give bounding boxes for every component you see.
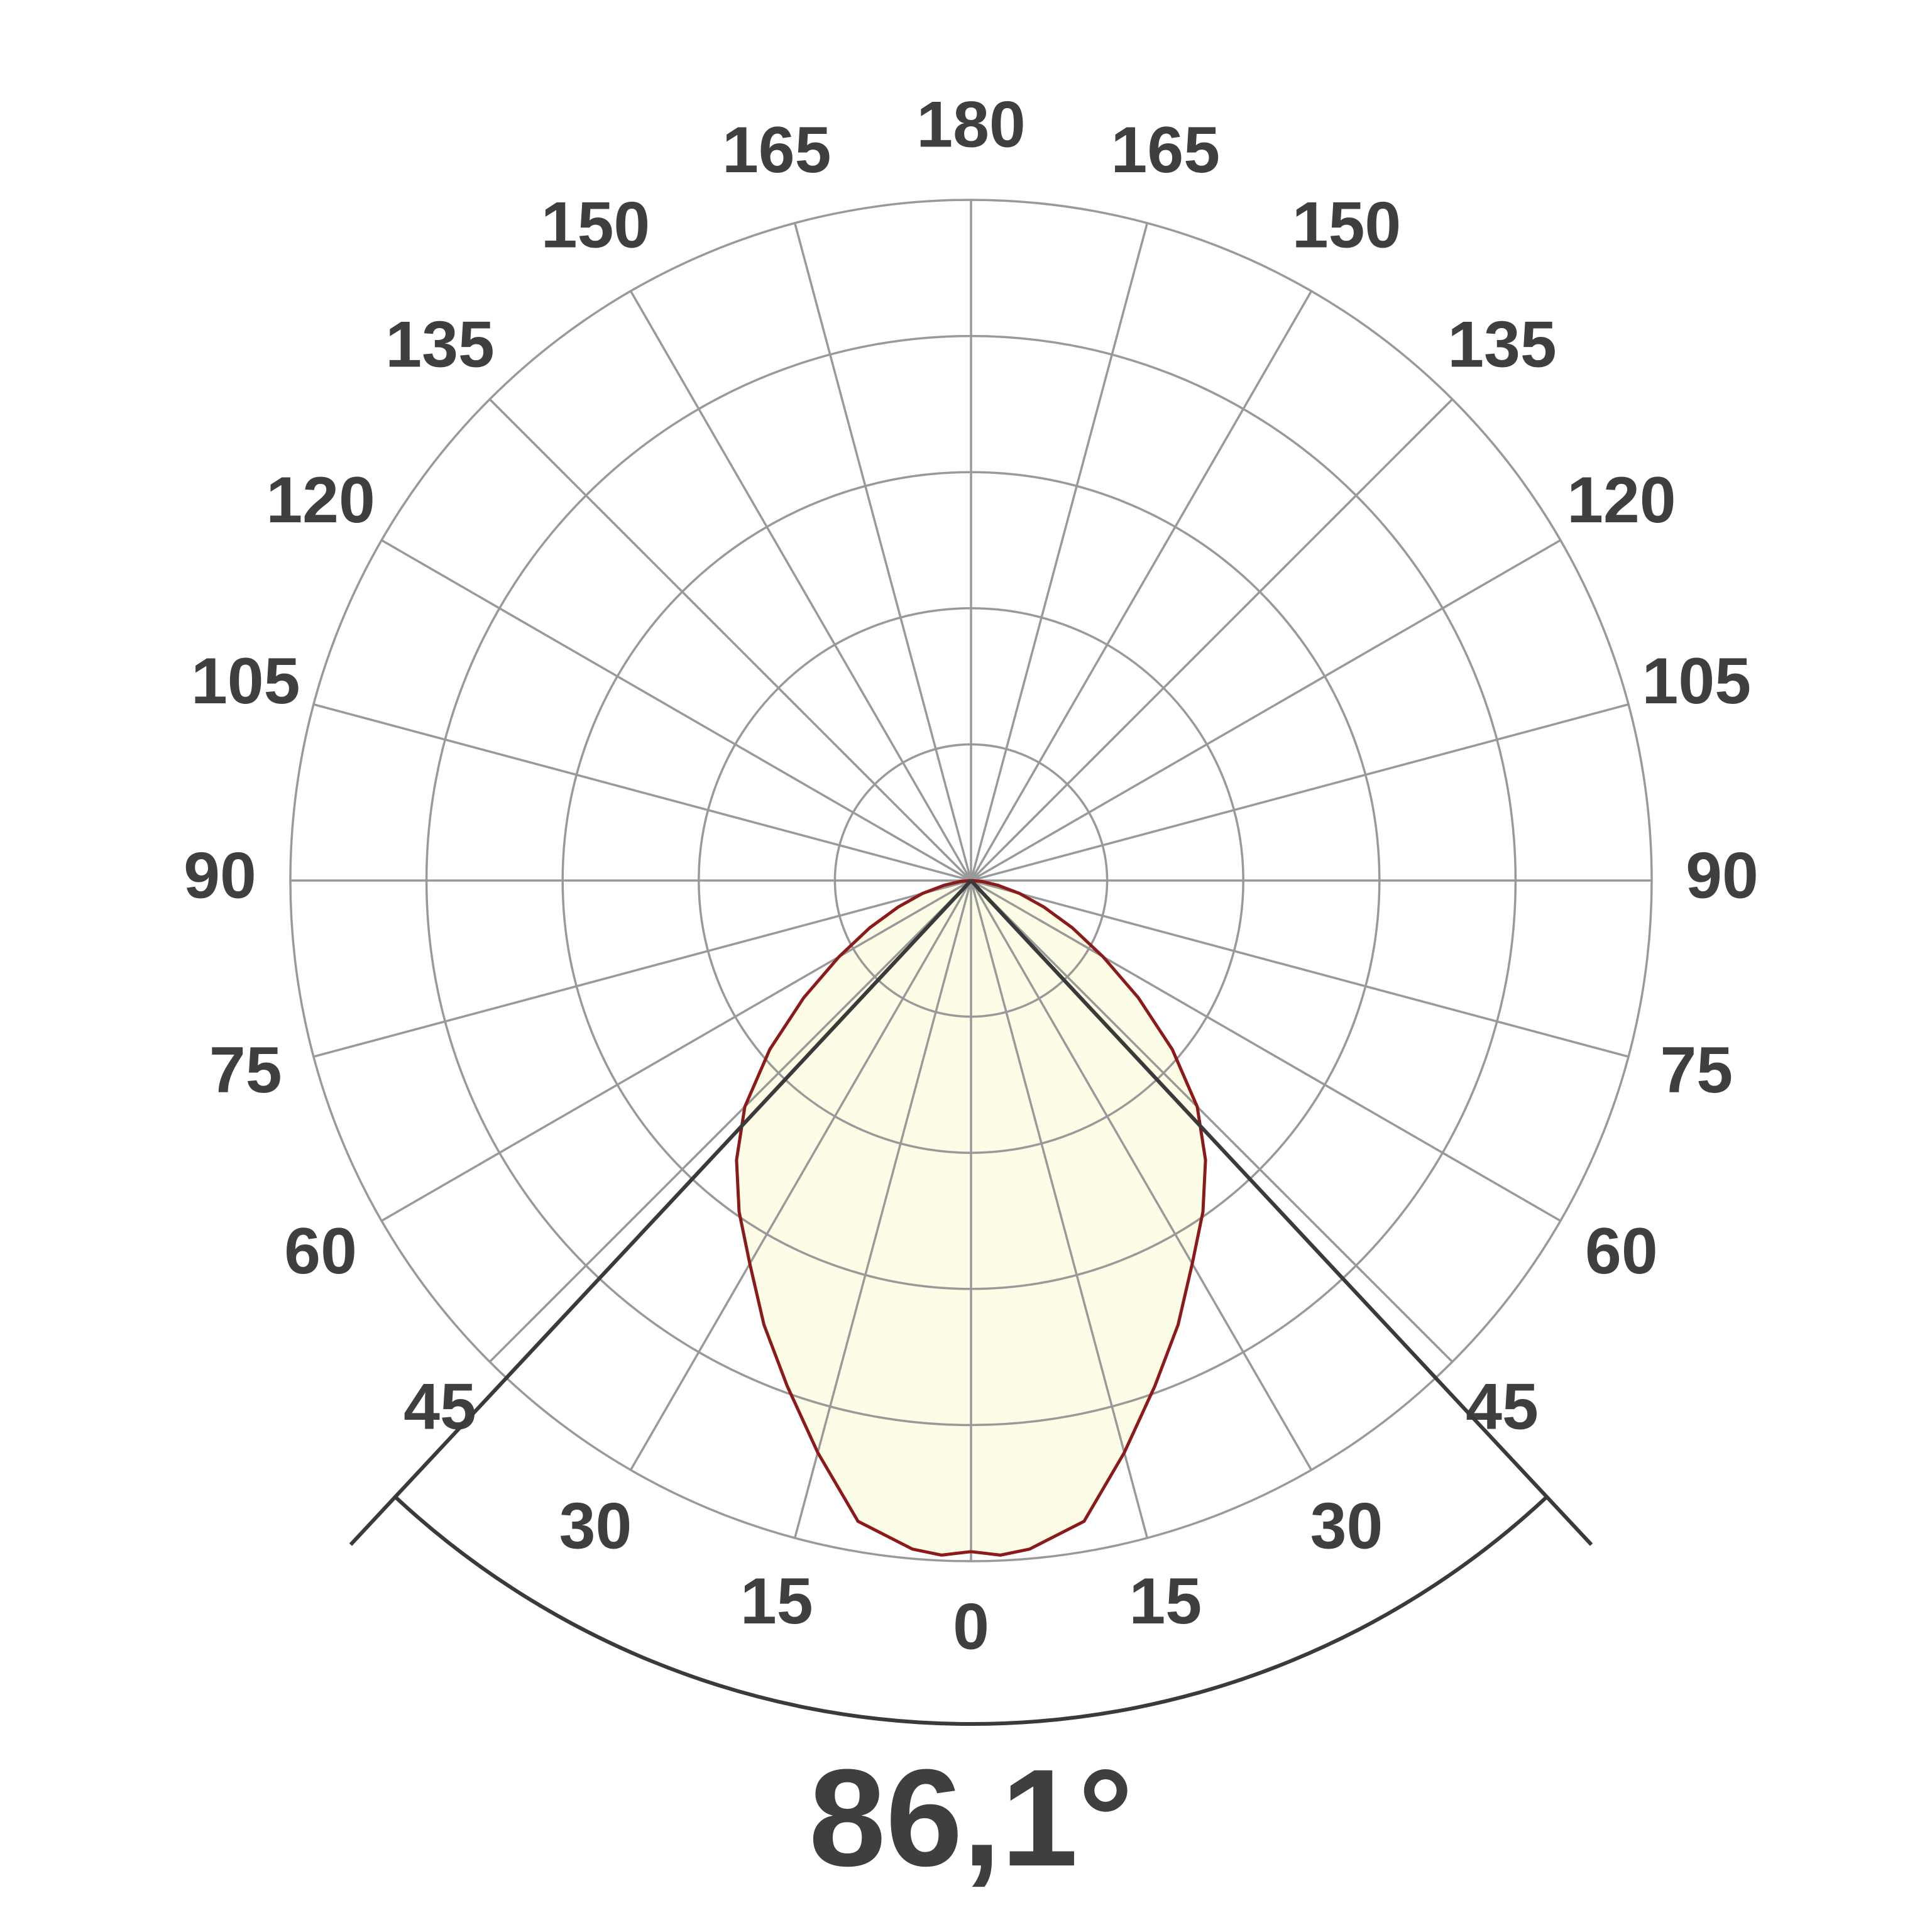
angle-label: 180 bbox=[916, 88, 1026, 161]
beam-line bbox=[969, 879, 1593, 1546]
angle-label: 0 bbox=[953, 1590, 989, 1663]
angle-label: 30 bbox=[1310, 1490, 1383, 1562]
grid-spoke bbox=[381, 879, 972, 1222]
angle-label: 90 bbox=[184, 839, 256, 912]
grid-spoke bbox=[970, 880, 1313, 1471]
intensity-curve bbox=[970, 879, 1207, 1557]
angle-label: 60 bbox=[1585, 1215, 1658, 1288]
grid-spoke bbox=[794, 880, 972, 1539]
grid-spoke bbox=[970, 880, 1148, 1539]
grid-spoke bbox=[970, 539, 1561, 882]
angle-label: 45 bbox=[1466, 1370, 1539, 1443]
intensity-area bbox=[971, 881, 1206, 1556]
angle-label: 135 bbox=[1447, 308, 1557, 381]
grid-spoke bbox=[488, 398, 972, 882]
angle-label: 120 bbox=[266, 464, 375, 537]
grid-spoke bbox=[970, 879, 1561, 1222]
grid-spoke bbox=[381, 539, 972, 882]
angle-label: 75 bbox=[1660, 1034, 1733, 1107]
angle-label: 45 bbox=[403, 1370, 476, 1443]
grid-spoke bbox=[970, 879, 1454, 1363]
angle-label: 135 bbox=[385, 308, 495, 381]
grid-spoke bbox=[970, 222, 1148, 881]
grid-spoke bbox=[629, 880, 972, 1471]
angle-label: 15 bbox=[1129, 1565, 1202, 1638]
angle-label: 60 bbox=[284, 1215, 357, 1288]
angle-label: 15 bbox=[740, 1565, 813, 1638]
grid-spoke bbox=[313, 879, 972, 1058]
grid-spoke bbox=[794, 222, 972, 881]
grid-spoke bbox=[313, 703, 972, 882]
angle-label: 150 bbox=[541, 189, 650, 262]
angle-label: 75 bbox=[209, 1034, 282, 1107]
angle-label: 90 bbox=[1686, 839, 1759, 912]
angle-label: 165 bbox=[1111, 114, 1221, 187]
beam-angle-label: 86,1° bbox=[809, 1740, 1133, 1895]
grid-spoke bbox=[970, 398, 1454, 882]
angle-label: 105 bbox=[191, 645, 300, 718]
grid-spoke bbox=[970, 879, 1629, 1058]
angle-label: 30 bbox=[559, 1490, 632, 1562]
beam-arc bbox=[393, 1495, 1549, 1726]
intensity-area bbox=[736, 881, 971, 1556]
angle-label: 150 bbox=[1292, 189, 1402, 262]
grid-spoke bbox=[629, 290, 972, 881]
beam-line bbox=[349, 879, 973, 1546]
angle-label: 105 bbox=[1642, 645, 1752, 718]
angle-label: 165 bbox=[722, 114, 832, 187]
grid-spoke bbox=[488, 879, 972, 1363]
angle-label: 120 bbox=[1567, 464, 1676, 537]
grid-spoke bbox=[970, 290, 1313, 881]
intensity-curve bbox=[735, 879, 972, 1557]
grid-spoke bbox=[970, 703, 1629, 882]
